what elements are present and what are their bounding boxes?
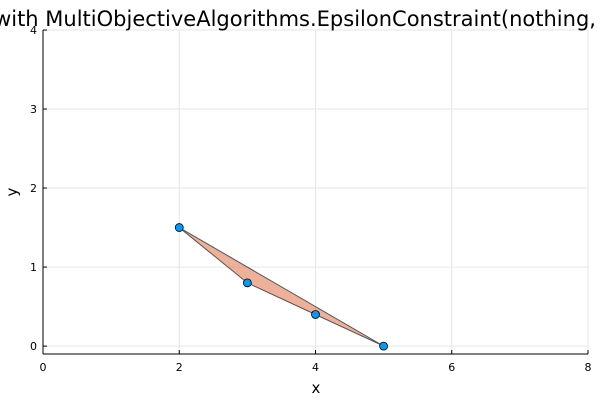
grid [42, 29, 589, 354]
x-tick-label: 0 [40, 361, 47, 374]
x-tick-label: 2 [176, 361, 183, 374]
x-tick-label: 8 [585, 361, 592, 374]
chart-title: with MultiObjectiveAlgorithms.EpsilonCon… [0, 7, 596, 31]
y-tick-label: 3 [30, 103, 37, 116]
y-tick-label: 1 [30, 261, 37, 274]
data-points [174, 223, 389, 351]
tick-labels: 0 2 4 6 8 0 1 2 3 4 [30, 24, 592, 374]
y-tick-label: 0 [30, 340, 37, 353]
data-point [174, 223, 184, 232]
data-point [311, 310, 320, 319]
x-tick-label: 4 [312, 361, 319, 374]
data-point [242, 278, 252, 288]
x-axis-label: x [312, 379, 321, 397]
x-tick-label: 6 [448, 361, 455, 374]
y-tick-label: 2 [30, 182, 37, 195]
y-axis-label: y [3, 187, 21, 196]
y-tick-label: 4 [30, 24, 37, 37]
axes [42, 29, 589, 355]
data-point [379, 341, 389, 351]
